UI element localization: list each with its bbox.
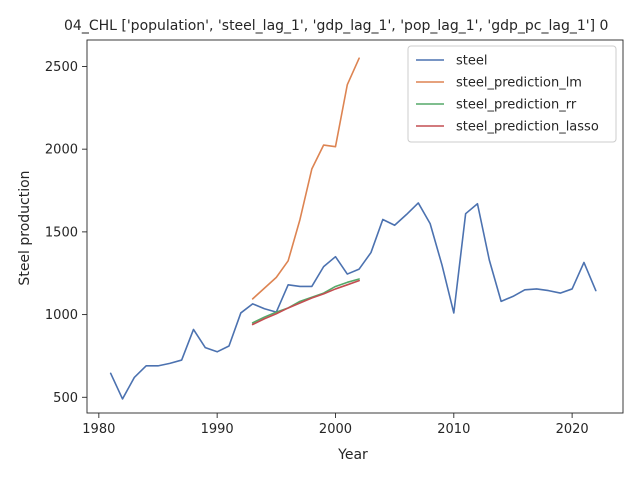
y-tick-label: 1500 bbox=[45, 225, 78, 240]
series-line-steel-prediction-lasso bbox=[251, 279, 360, 326]
legend: steel steel_prediction_lm steel_prediction… bbox=[407, 45, 617, 143]
x-tick-label: 1980 bbox=[82, 422, 115, 437]
y-tick-label: 500 bbox=[53, 391, 78, 406]
x-tick-label: 1990 bbox=[201, 422, 234, 437]
legend-box bbox=[407, 45, 617, 143]
x-tick-label: 2020 bbox=[556, 422, 589, 437]
y-tick-label: 2000 bbox=[45, 143, 78, 158]
x-axis-label: Year bbox=[337, 447, 368, 463]
legend-label: steel_prediction_rr bbox=[456, 98, 577, 113]
x-tick-label: 2010 bbox=[437, 422, 470, 437]
legend-label: steel bbox=[456, 54, 487, 69]
legend-label: steel_prediction_lasso bbox=[456, 120, 599, 135]
x-tick-label: 2000 bbox=[319, 422, 352, 437]
series-line-steel bbox=[109, 202, 597, 400]
y-tick-label: 2500 bbox=[45, 60, 78, 75]
chart-title: 04_CHL ['population', 'steel_lag_1', 'gd… bbox=[64, 18, 608, 34]
series-line-steel-prediction-lm bbox=[251, 57, 360, 300]
plot-area bbox=[109, 57, 597, 400]
series-line-steel-prediction-rr bbox=[251, 278, 360, 324]
axes-frame bbox=[86, 39, 624, 414]
axes: 1980 1990 2000 2010 2020 500 1000 1500 2000 2500 bbox=[45, 39, 624, 437]
legend-label: steel_prediction_lm bbox=[456, 76, 582, 91]
y-tick-label: 1000 bbox=[45, 308, 78, 323]
y-axis-label: Steel production bbox=[17, 170, 33, 285]
